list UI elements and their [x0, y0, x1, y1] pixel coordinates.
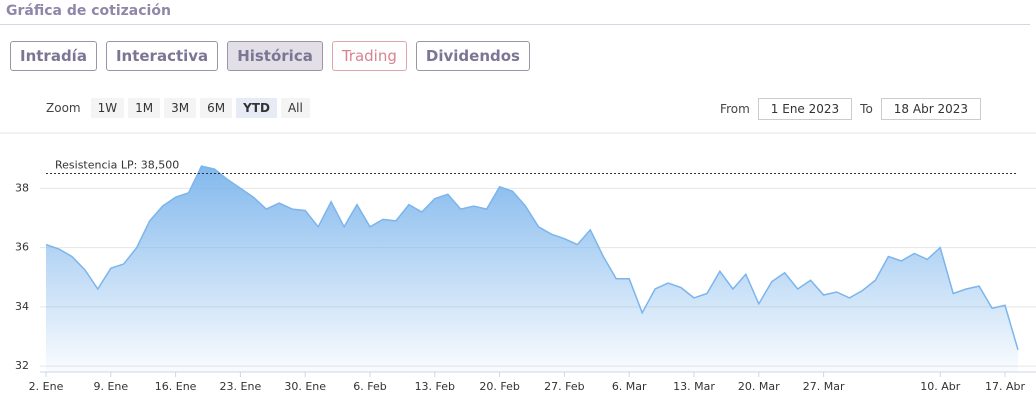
zoom-label: Zoom: [46, 101, 81, 115]
price-line: [45, 165, 1019, 351]
x-tick-label: 9. Ene: [93, 380, 128, 393]
x-tick-label: 17. Abr: [985, 380, 1025, 393]
resistance-label: Resistencia LP: 38,500: [55, 159, 179, 172]
to-label: To: [860, 102, 873, 116]
x-tick-label: 20. Mar: [738, 380, 780, 393]
date-range: From 1 Ene 2023 To 18 Abr 2023: [720, 98, 981, 120]
to-input[interactable]: 18 Abr 2023: [880, 98, 981, 120]
y-tick-label: 32: [15, 359, 29, 372]
x-tick-label: 2. Ene: [29, 380, 64, 393]
zoom-button[interactable]: All: [280, 98, 310, 118]
zoom-button[interactable]: YTD: [236, 98, 277, 118]
zoom-button[interactable]: 6M: [200, 98, 233, 118]
from-input[interactable]: 1 Ene 2023: [757, 98, 853, 120]
tab[interactable]: Interactiva: [105, 41, 219, 71]
zoom-button[interactable]: 3M: [164, 98, 197, 118]
y-tick-label: 38: [15, 181, 29, 194]
tab[interactable]: Dividendos: [415, 41, 530, 71]
divider: [0, 24, 1030, 25]
x-tick-label: 23. Ene: [220, 380, 262, 393]
x-tick-label: 6. Mar: [612, 380, 647, 393]
x-tick-label: 13. Feb: [415, 380, 455, 393]
zoom-selector: Zoom 1W 1M 3M 6M YTD All: [46, 98, 310, 118]
tab[interactable]: Histórica: [227, 41, 323, 71]
chart: 32 34 36 38 2. Ene 9. Ene 16. Ene 23. Ene 30. En…: [0, 132, 1036, 393]
x-tick-label: 6. Feb: [353, 380, 386, 393]
x-tick-label: 10. Abr: [920, 380, 960, 393]
x-tick-label: 30. Ene: [284, 380, 326, 393]
zoom-button[interactable]: 1M: [128, 98, 161, 118]
x-tick-label: 27. Feb: [544, 380, 584, 393]
zoom-button[interactable]: 1W: [90, 98, 125, 118]
tab[interactable]: Intradía: [10, 41, 97, 71]
x-tick-label: 27. Mar: [803, 380, 845, 393]
y-tick-label: 34: [15, 300, 29, 313]
x-tick-label: 13. Mar: [673, 380, 715, 393]
x-tick-label: 16. Ene: [155, 380, 197, 393]
widget-title: Gráfica de cotización: [6, 3, 171, 19]
x-tick-label: 20. Feb: [479, 380, 519, 393]
tabs: Intradía Interactiva Histórica Trading D…: [10, 41, 530, 71]
y-tick-label: 36: [15, 241, 29, 254]
area-fill: [46, 166, 1018, 372]
from-label: From: [720, 102, 750, 116]
tab[interactable]: Trading: [331, 41, 407, 71]
